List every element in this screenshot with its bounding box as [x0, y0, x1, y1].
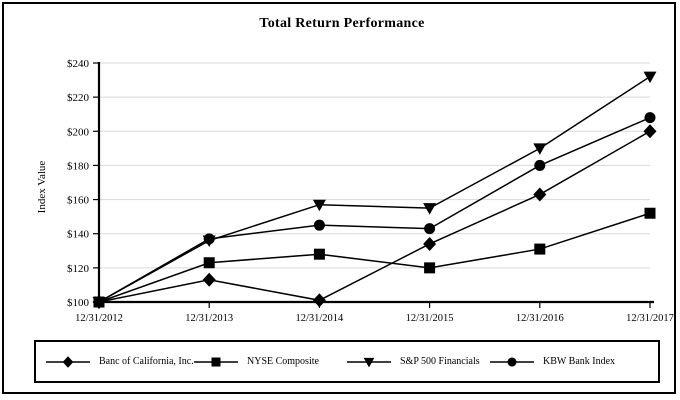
series-2 [92, 71, 657, 309]
diamond-marker-icon [46, 355, 90, 368]
diamond-marker-icon [62, 355, 74, 368]
legend-item-kbw-bank-index: KBW Bank Index [490, 342, 615, 381]
chart-frame: Total Return Performance Index Value $10… [2, 2, 676, 394]
x-tick-label: 12/31/2015 [406, 313, 454, 324]
y-tick-label: $100 [67, 297, 90, 309]
series-3 [93, 112, 656, 308]
triangle-down-marker-icon [347, 357, 391, 367]
y-tick-label: $120 [67, 263, 90, 275]
series-line [98, 212, 651, 303]
square-marker-icon [211, 356, 221, 367]
circle-marker-icon [534, 159, 546, 171]
legend-label: Banc of California, Inc. [99, 356, 194, 367]
legend-label: NYSE Composite [247, 356, 319, 367]
legend: Banc of California, Inc. NYSE Composite … [34, 340, 660, 383]
square-marker-icon [644, 207, 656, 219]
circle-marker-icon [507, 356, 517, 367]
triangle-down-marker-icon [643, 71, 657, 84]
square-marker-icon [534, 243, 546, 255]
circle-marker-icon [644, 112, 656, 124]
square-marker-icon [194, 356, 238, 367]
y-tick-label: $180 [67, 160, 90, 172]
x-tick-label: 12/31/2017 [626, 313, 674, 324]
square-marker-icon [313, 248, 325, 260]
y-tick-label: $240 [67, 58, 90, 70]
legend-item-banc-of-california: Banc of California, Inc. [46, 342, 194, 381]
diamond-marker-icon [533, 187, 547, 202]
x-tick-label: 12/31/2013 [185, 313, 233, 324]
x-tick-label: 12/31/2016 [516, 313, 564, 324]
square-marker-icon [203, 257, 215, 269]
diamond-marker-icon [643, 124, 657, 139]
triangle-down-marker-icon [202, 235, 216, 248]
triangle-down-marker-icon [423, 203, 437, 215]
series-line [98, 116, 651, 303]
square-marker-icon [424, 262, 436, 274]
diamond-marker-icon [202, 272, 216, 287]
triangle-down-marker-icon [363, 357, 375, 367]
y-tick-label: $160 [67, 195, 90, 207]
legend-label: KBW Bank Index [543, 356, 616, 367]
y-tick-label: $140 [67, 229, 90, 241]
legend-item-nyse-composite: NYSE Composite [194, 342, 319, 381]
triangle-down-marker-icon [312, 199, 326, 212]
circle-marker-icon [313, 219, 325, 231]
plot-area: $100 $120 $140 $160 $180 $200 $220 $240 12/31/20… [67, 58, 674, 324]
triangle-down-marker-icon [533, 143, 547, 155]
chart-title: Total Return Performance [259, 16, 425, 31]
circle-marker-icon [424, 223, 436, 235]
legend-item-sp500-financials: S&P 500 Financials [347, 342, 480, 381]
x-tick-label: 12/31/2012 [75, 313, 123, 324]
diamond-marker-icon [423, 236, 437, 251]
x-tick-label: 12/31/2014 [295, 313, 344, 324]
y-tick-label: $200 [67, 126, 90, 138]
circle-marker-icon [490, 356, 534, 367]
legend-label: S&P 500 Financials [400, 356, 480, 367]
triangle-down-marker-icon [92, 297, 106, 309]
y-tick-label: $220 [67, 92, 90, 104]
series-line [98, 130, 651, 303]
series-line [98, 76, 651, 303]
diamond-marker-icon [312, 293, 326, 308]
